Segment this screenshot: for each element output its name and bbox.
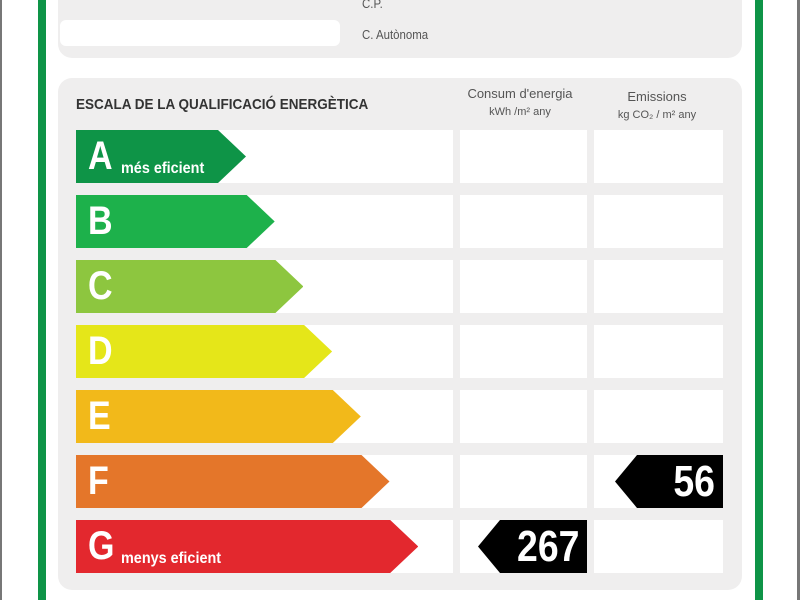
rating-letter: C [88, 264, 113, 308]
emissions-header: Emissions kg CO₂ / m² any [592, 88, 722, 124]
emissions-cell [594, 390, 723, 443]
emissions-cell [594, 130, 723, 183]
right-edge [797, 0, 800, 600]
rating-arrow-c: C [76, 260, 304, 313]
consumption-cell [460, 260, 587, 313]
consumption-indicator: 267 [478, 520, 587, 573]
emissions-cell [594, 260, 723, 313]
consumption-unit: kWh /m² any [489, 106, 551, 118]
rating-letter: F [88, 459, 109, 503]
rating-letter: G [88, 524, 115, 568]
rating-letter: A [88, 134, 113, 178]
consumption-cell [460, 195, 587, 248]
rating-arrow-d: D [76, 325, 333, 378]
rating-note: més eficient [121, 160, 205, 177]
left-green-border [38, 0, 46, 600]
consumption-cell [460, 390, 587, 443]
rating-note: menys eficient [121, 550, 222, 567]
rating-letter: D [88, 329, 113, 373]
region-label: C. Autònoma [362, 27, 429, 42]
cp-label: C.P. [362, 0, 383, 11]
rating-arrow-e: E [76, 390, 361, 443]
scale-title: ESCALA DE LA QUALIFICACIÓ ENERGÈTICA [76, 96, 369, 113]
consumption-cell [460, 455, 587, 508]
rating-letter: B [88, 199, 113, 243]
consumption-cell [460, 325, 587, 378]
left-edge [0, 0, 2, 600]
consumption-cell [460, 130, 587, 183]
emissions-indicator: 56 [615, 455, 723, 508]
emissions-cell [594, 520, 723, 573]
consumption-title: Consum d'energia [467, 86, 573, 101]
emissions-unit: kg CO₂ / m² any [617, 109, 697, 121]
emissions-title: Emissions [627, 89, 687, 104]
emissions-cell [594, 325, 723, 378]
rating-letter: E [88, 394, 111, 438]
rating-arrow-f: F [76, 455, 390, 508]
consumption-header: Consum d'energia kWh /m² any [455, 85, 585, 121]
indicator-value: 267 [516, 522, 579, 571]
indicator-value: 56 [673, 457, 715, 506]
address-field [60, 20, 340, 46]
right-green-border [755, 0, 763, 600]
rating-arrow-b: B [76, 195, 275, 248]
emissions-cell [594, 195, 723, 248]
